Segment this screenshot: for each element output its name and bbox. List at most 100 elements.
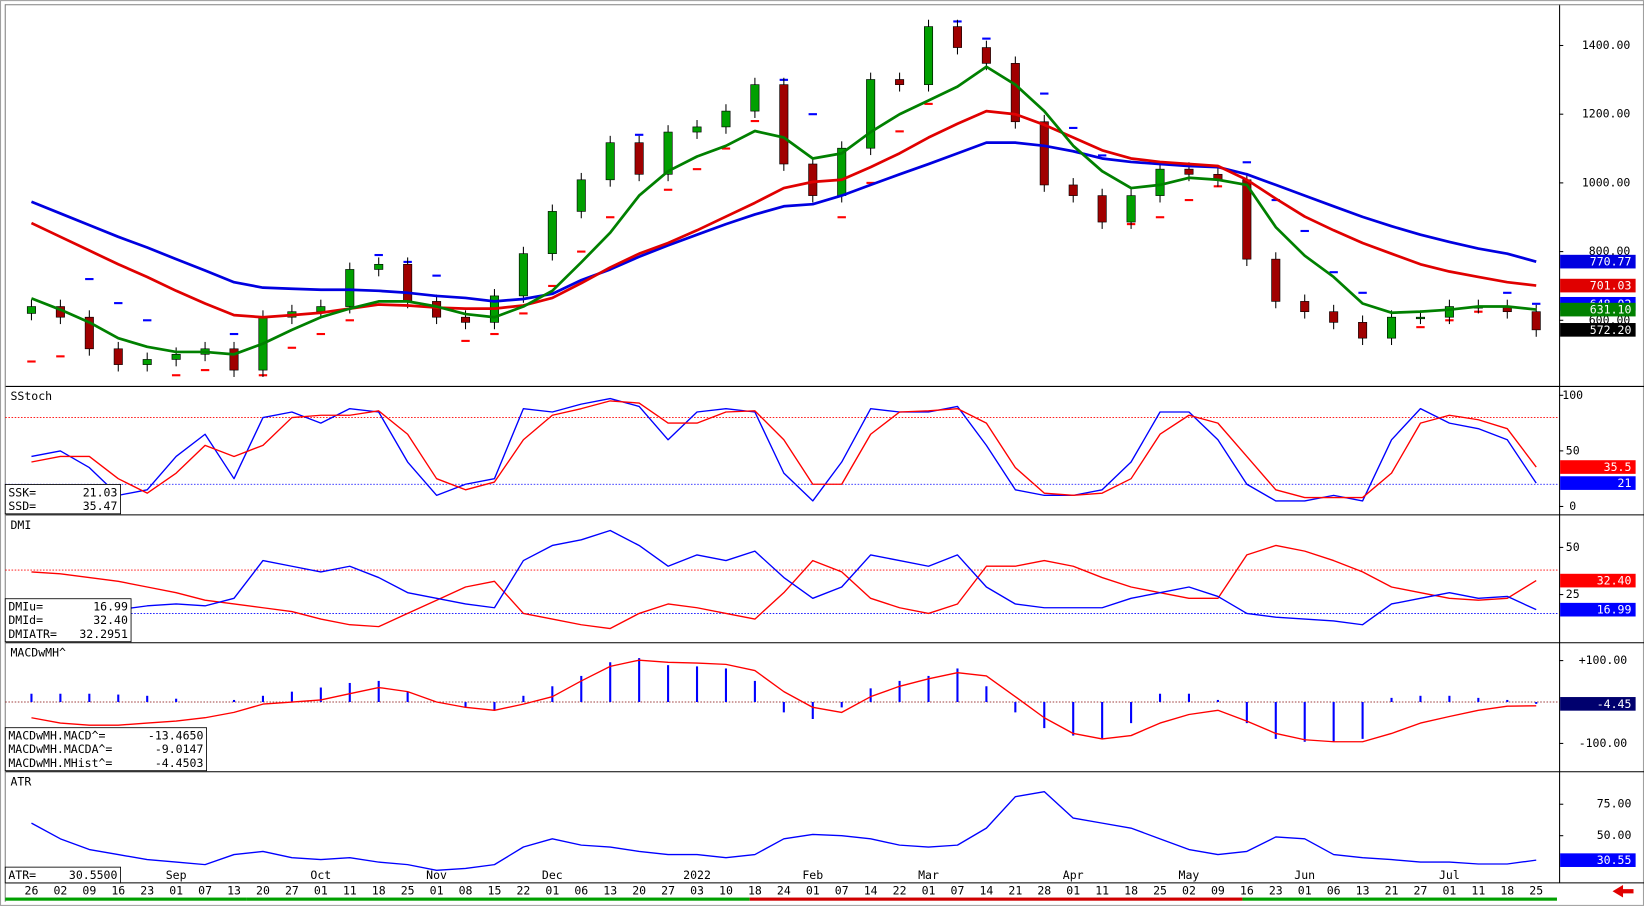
legend-name: MACDwMH.MHist^= [8, 756, 112, 770]
x-tick-label: 06 [1327, 884, 1341, 898]
candle-body [432, 301, 442, 318]
sar-dot [200, 369, 210, 372]
candle-body [142, 359, 152, 365]
y-tick-label: 100 [1562, 388, 1583, 402]
x-tick-label: 22 [516, 884, 530, 898]
x-tick-label: 20 [632, 884, 646, 898]
x-tick-label: 25 [401, 884, 415, 898]
x-tick-label: 18 [372, 884, 386, 898]
sar-dot [692, 168, 702, 171]
y-tick-label: 25 [1566, 587, 1580, 601]
sar-dot [663, 188, 673, 191]
candle-body [547, 211, 557, 254]
candle-body [692, 126, 702, 133]
candle-body [1531, 311, 1541, 331]
legend-value: 21.03 [83, 485, 118, 499]
sar-dot [287, 346, 297, 349]
sar-dot [171, 374, 181, 377]
candle-body [605, 142, 615, 181]
last-value-label: 572.20 [1590, 323, 1632, 337]
trend-strip [5, 897, 247, 901]
candle-body [1329, 311, 1339, 323]
sar-dot [750, 120, 760, 123]
sar-dot [577, 250, 586, 253]
candle-body [461, 316, 471, 323]
x-tick-label: 01 [1298, 884, 1312, 898]
candle-body [113, 348, 123, 365]
x-tick-label: 15 [488, 884, 502, 898]
sar-dot [1416, 326, 1425, 329]
moving-average [30, 65, 1537, 356]
sar-dot [924, 102, 933, 105]
candle-body [84, 316, 94, 350]
last-value-badge [1560, 323, 1636, 337]
candle-body [1415, 316, 1425, 320]
y-tick-label: 75.00 [1597, 797, 1632, 811]
candle-body [895, 79, 905, 85]
last-value-badge [1560, 476, 1636, 490]
candle-body [1155, 168, 1165, 196]
month-label: Oct [310, 868, 331, 882]
x-tick-label: 01 [922, 884, 936, 898]
last-value-badge [1560, 602, 1636, 617]
candle-body [518, 253, 528, 297]
last-value-label: 770.77 [1590, 255, 1632, 269]
x-tick-label: 01 [806, 884, 820, 898]
trend-strip [1242, 897, 1557, 901]
x-tick-label: 13 [1356, 884, 1370, 898]
x-tick-label: 28 [1037, 884, 1051, 898]
sar-dot [1155, 216, 1165, 219]
y-tick-label: 0 [1569, 499, 1576, 513]
sar-dot [606, 216, 615, 219]
indicator-line [31, 790, 1537, 871]
month-label: Jun [1294, 868, 1315, 882]
last-value-label: 21 [1618, 476, 1632, 490]
legend-name: DMIATR= [8, 627, 57, 641]
x-tick-label: 27 [285, 884, 299, 898]
month-label: Nov [426, 868, 447, 882]
sar-dot [1040, 92, 1049, 95]
sar-dot [229, 332, 239, 336]
legend-name: DMIu= [8, 600, 43, 614]
y-tick-label: 1000.00 [1582, 175, 1631, 189]
x-tick-label: 18 [1500, 884, 1514, 898]
panel-title: ATR [10, 775, 31, 789]
last-value-badge [1560, 460, 1636, 474]
x-tick-label: 08 [459, 884, 473, 898]
trend-strip [246, 897, 750, 901]
legend-value: -13.4650 [148, 729, 204, 743]
x-tick-label: 01 [1442, 884, 1456, 898]
x-tick-label: 22 [893, 884, 907, 898]
x-tick-label: 26 [25, 884, 39, 898]
x-tick-label: 01 [545, 884, 559, 898]
candle-body [374, 263, 384, 270]
x-tick-label: 01 [1066, 884, 1080, 898]
x-tick-label: 06 [574, 884, 588, 898]
sar-dot [1329, 271, 1338, 274]
candle-body [171, 353, 181, 360]
indicator-line [31, 397, 1537, 502]
x-tick-label: 11 [343, 884, 357, 898]
candle-body [1184, 168, 1194, 175]
sar-dot [432, 274, 441, 277]
sar-dot [1300, 229, 1309, 233]
sar-dot [721, 147, 731, 150]
x-tick-label: 14 [864, 884, 878, 898]
x-tick-label: 25 [1153, 884, 1167, 898]
last-value-label: 16.99 [1597, 603, 1632, 617]
last-value-badge [1560, 697, 1636, 711]
last-value-badge [1560, 278, 1636, 293]
x-tick-label: 02 [1182, 884, 1196, 898]
legend-value: 30.5500 [69, 868, 118, 882]
legend-value: 35.47 [83, 499, 118, 513]
legend-value: 32.2951 [79, 627, 128, 641]
x-tick-label: 16 [111, 884, 125, 898]
sar-dot [85, 278, 94, 281]
x-tick-label: 23 [140, 884, 154, 898]
month-label: Jul [1439, 868, 1460, 882]
indicator-line [31, 529, 1537, 626]
candle-body [229, 348, 239, 371]
candle-body [1387, 316, 1397, 339]
